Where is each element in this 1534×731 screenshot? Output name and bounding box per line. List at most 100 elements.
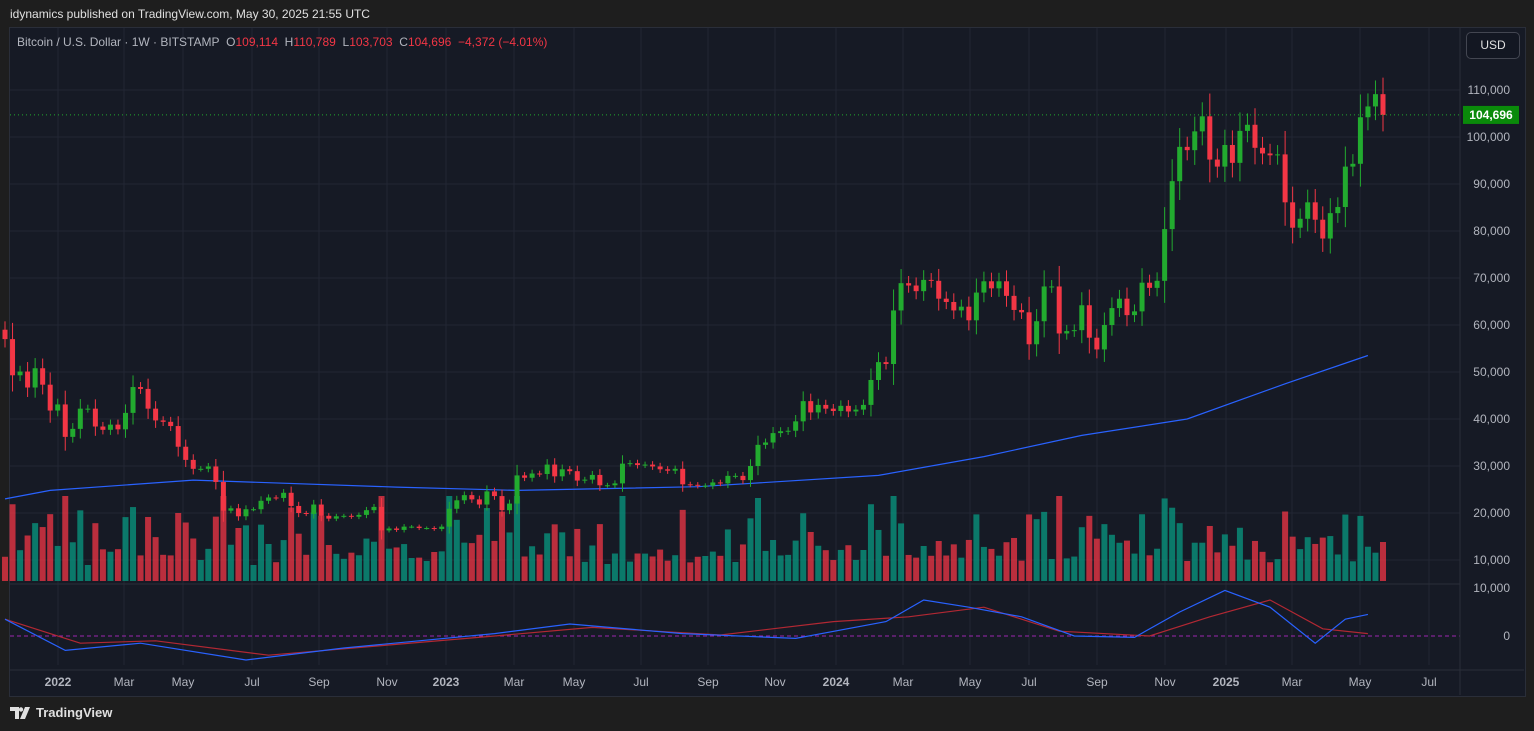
candle-body (891, 310, 897, 365)
candle-body (1184, 146, 1190, 151)
candle-body (763, 442, 769, 445)
candle-body (62, 404, 68, 437)
volume-bar (867, 504, 874, 581)
price-axis-label: 60,000 (1473, 318, 1510, 332)
volume-bar (1229, 545, 1236, 581)
close-value: 104,696 (407, 35, 452, 49)
candle-body (906, 283, 912, 286)
candle-body (311, 504, 317, 514)
volume-bar (1078, 527, 1085, 581)
volume-bar (657, 549, 664, 581)
volume-bar (566, 556, 573, 581)
volume-bar (551, 524, 558, 581)
candle-body (1192, 131, 1198, 151)
candle-body (251, 509, 256, 511)
volume-bar (250, 565, 257, 581)
volume-bar (1282, 511, 1289, 581)
oscillator-slow-line (4, 599, 1368, 656)
volume-bar (220, 496, 227, 581)
chart-frame[interactable] (9, 27, 1526, 697)
time-axis-label: Nov (764, 675, 785, 689)
candle-body (1267, 153, 1273, 156)
candle-body (755, 444, 761, 466)
candle-body (589, 474, 595, 480)
candle-body (860, 404, 866, 410)
candle-body (996, 281, 1002, 289)
candle-body (303, 513, 309, 514)
low-value: 103,703 (349, 35, 393, 49)
volume-bar (393, 547, 400, 581)
volume-bar (84, 565, 91, 581)
volume-bar (1026, 514, 1033, 581)
volume-bar (1380, 541, 1386, 581)
volume-bar (687, 562, 694, 581)
symbol-title: Bitcoin / U.S. Dollar · 1W · BITSTAMP (17, 35, 220, 49)
volume-bar (423, 561, 430, 581)
candle-body (394, 528, 400, 530)
volume-bar (92, 523, 99, 581)
price-axis-label: 80,000 (1473, 224, 1510, 238)
volume-bar (24, 535, 31, 581)
price-axis-label: 10,000 (1473, 553, 1510, 567)
volume-bar (54, 545, 61, 581)
volume-bar (1297, 549, 1304, 581)
time-axis-label: 2025 (1213, 675, 1240, 689)
candle-body (642, 464, 648, 466)
candle-body (1079, 305, 1085, 331)
candle-body (371, 506, 377, 511)
candle-body (1147, 282, 1153, 288)
tradingview-logo[interactable]: TradingView (10, 705, 112, 720)
volume-bar (483, 508, 490, 581)
time-axis-label: Sep (308, 675, 330, 689)
candle-body (687, 484, 693, 486)
volume-bar (175, 513, 182, 581)
volume-bar (130, 507, 137, 581)
candle-body (220, 481, 226, 511)
price-axis-label: 40,000 (1473, 412, 1510, 426)
volume-bar (770, 540, 777, 581)
volume-bar (905, 554, 912, 581)
candle-body (544, 464, 550, 474)
candle-body (499, 496, 505, 511)
volume-bar (295, 533, 302, 581)
candle-body (1342, 166, 1348, 208)
candle-body (1305, 202, 1311, 219)
candle-body (1034, 321, 1040, 345)
candle-body (2, 329, 8, 340)
volume-bar (167, 555, 174, 581)
volume-bar (137, 555, 144, 581)
high-label: H (284, 35, 294, 49)
currency-button[interactable]: USD (1466, 32, 1520, 59)
time-axis-label: Mar (893, 675, 914, 689)
candle-body (296, 505, 302, 513)
volume-bar (694, 556, 701, 581)
volume-bar (536, 554, 543, 581)
volume-bar (739, 544, 746, 581)
volume-bar (1251, 540, 1258, 581)
volume-bar (724, 529, 731, 581)
candle-body (1064, 331, 1070, 334)
candle-body (1290, 202, 1296, 228)
candle-body (1124, 298, 1130, 316)
volume-bar (242, 525, 249, 581)
candle-body (793, 421, 799, 431)
volume-bar (514, 496, 521, 581)
candle-body (258, 500, 264, 510)
candle-body (1207, 116, 1213, 160)
candle-body (582, 479, 588, 481)
volume-bar (852, 559, 859, 581)
candle-body (529, 473, 535, 478)
candle-body (717, 482, 723, 484)
candle-body (740, 475, 746, 481)
volume-bar (950, 544, 957, 581)
volume-bar (1018, 560, 1025, 581)
volume-bar (47, 514, 54, 581)
volume-bar (431, 552, 438, 581)
volume-bar (596, 524, 603, 581)
last-price-badge (1463, 105, 1519, 124)
volume-bar (453, 519, 460, 581)
candle-body (153, 408, 159, 421)
time-axis-label: May (959, 675, 982, 689)
volume-bar (988, 548, 995, 581)
